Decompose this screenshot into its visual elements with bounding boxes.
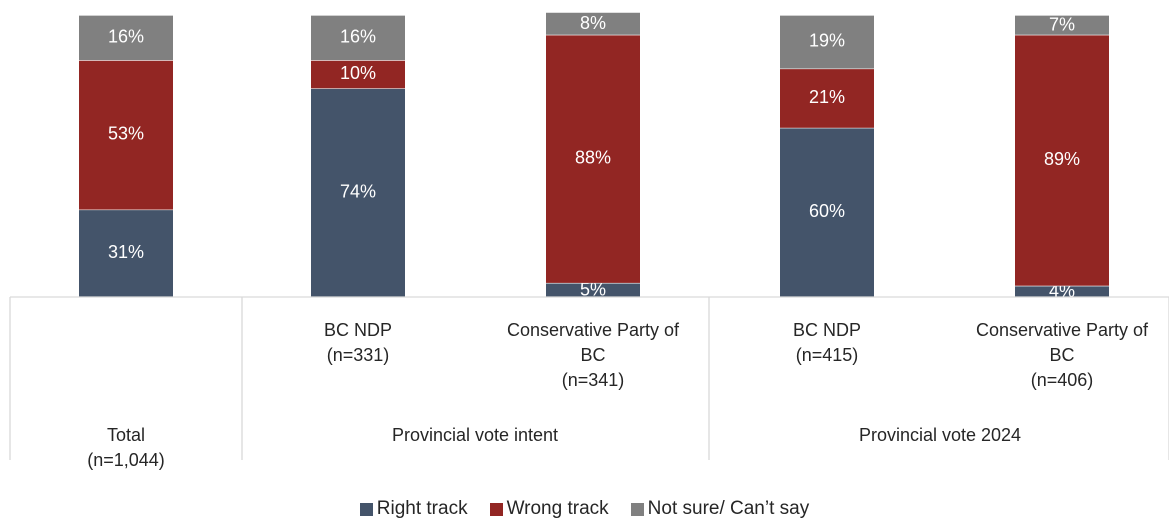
data-label: 16% [108, 26, 144, 46]
legend-label: Wrong track [506, 498, 609, 519]
legend-item: Right track [359, 498, 468, 520]
data-label: 31% [108, 242, 144, 262]
bar-segment-wrong-track-3 [780, 68, 874, 128]
data-label: 10% [340, 63, 376, 83]
legend-swatch [630, 502, 644, 516]
bar-segment-not-sure-can-t-say-1 [311, 15, 405, 61]
legend-label: Right track [376, 498, 468, 519]
data-label: 21% [809, 87, 845, 107]
bar-segment-right-track-3 [780, 127, 874, 297]
bar-segment-not-sure-can-t-say-4 [1015, 15, 1109, 35]
category-label: Total [107, 425, 145, 445]
data-label: 53% [108, 124, 144, 144]
category-label: (n=415) [796, 345, 859, 365]
legend: Right track Wrong track Not sure/ Can’t sa… [0, 496, 1169, 522]
data-label: 8% [580, 13, 606, 33]
bars-layer: 31% 53% 16% 74% 10% 16% 5% 88% 8% 60% 21% 19% 4% 89% 7… [79, 11, 1109, 301]
bar-segment-right-track-0 [79, 209, 173, 297]
bar-segment-not-sure-can-t-say-3 [780, 15, 874, 69]
legend-item: Not sure/ Can’t say [630, 498, 810, 520]
category-label: BC [1049, 345, 1074, 365]
group-label: Provincial vote intent [392, 425, 558, 445]
category-axis [9, 296, 1169, 460]
data-label: 89% [1044, 149, 1080, 169]
data-label: 19% [809, 31, 845, 51]
category-label: (n=341) [562, 370, 625, 390]
bar-segment-not-sure-can-t-say-0 [79, 15, 173, 61]
bar-segment-wrong-track-4 [1015, 34, 1109, 286]
category-label: (n=1,044) [87, 450, 165, 470]
legend-label: Not sure/ Can’t say [647, 498, 810, 519]
category-labels: Total (n=1,044) BC NDP (n=331) Conservative … [87, 320, 1149, 470]
category-label: Conservative Party of [976, 320, 1149, 340]
data-label: 4% [1049, 281, 1075, 301]
data-label: 5% [580, 280, 606, 300]
category-label: Conservative Party of [507, 320, 680, 340]
bar-segment-wrong-track-2 [546, 34, 640, 283]
group-label: Provincial vote 2024 [859, 425, 1021, 445]
bar-segment-right-track-2 [546, 282, 640, 297]
data-label: 74% [340, 181, 376, 201]
category-label: BC NDP [324, 320, 392, 340]
legend-swatch [359, 502, 373, 516]
bar-segment-not-sure-can-t-say-2 [546, 12, 640, 35]
category-label: (n=406) [1031, 370, 1094, 390]
data-label: 7% [1049, 15, 1075, 35]
bar-segment-right-track-1 [311, 88, 405, 297]
bar-segment-right-track-4 [1015, 285, 1109, 297]
category-label: BC [580, 345, 605, 365]
data-label: 88% [575, 148, 611, 168]
legend-item: Wrong track [489, 498, 609, 520]
legend-swatch [489, 502, 503, 516]
stacked-bar-chart: 31% 53% 16% 74% 10% 16% 5% 88% 8% 60% 21% 19% 4% 89% 7… [9, 11, 1169, 470]
data-label: 60% [809, 201, 845, 221]
data-label: 16% [340, 26, 376, 46]
bar-segment-wrong-track-0 [79, 60, 173, 210]
category-label: BC NDP [793, 320, 861, 340]
bar-segment-wrong-track-1 [311, 60, 405, 89]
category-label: (n=331) [327, 345, 390, 365]
